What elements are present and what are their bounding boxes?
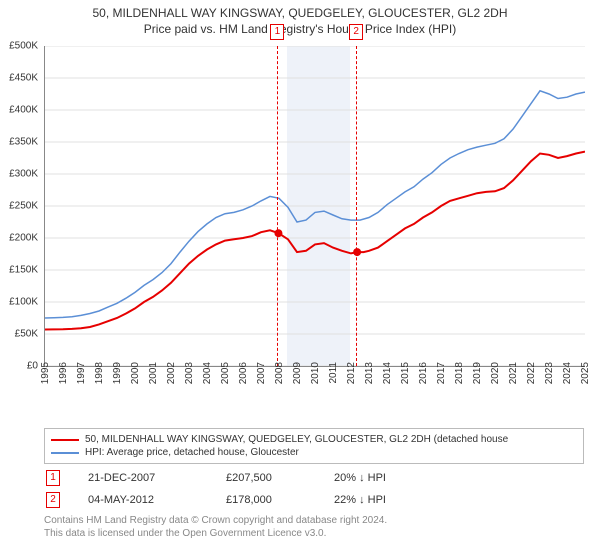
x-axis-labels: 1995199619971998199920002001200220032004… [44,366,584,426]
y-tick-label: £200K [9,233,38,244]
x-tick-label: 2016 [418,362,429,392]
x-tick-label: 2005 [220,362,231,392]
x-tick-label: 2000 [130,362,141,392]
x-tick-label: 2015 [400,362,411,392]
x-tick-label: 2024 [562,362,573,392]
chart-vline [277,46,278,366]
legend-swatch [51,439,79,441]
x-tick-label: 2003 [184,362,195,392]
sale-price: £207,500 [226,472,306,484]
x-tick-label: 2022 [526,362,537,392]
chart-marker: 2 [349,24,363,40]
sale-delta: 20% ↓ HPI [334,472,386,484]
sale-row: 1 21-DEC-2007 £207,500 20% ↓ HPI [44,470,584,486]
x-tick-label: 2020 [490,362,501,392]
y-tick-label: £400K [9,105,38,116]
x-tick-label: 2002 [166,362,177,392]
sale-marker: 1 [46,470,60,486]
legend-swatch [51,452,79,454]
legend-label: HPI: Average price, detached house, Glou… [85,447,299,458]
x-tick-label: 2009 [292,362,303,392]
x-tick-label: 2010 [310,362,321,392]
x-tick-label: 2014 [382,362,393,392]
legend-item: 50, MILDENHALL WAY KINGSWAY, QUEDGELEY, … [51,433,577,446]
x-tick-label: 1999 [112,362,123,392]
y-tick-label: £500K [9,41,38,52]
price-chart: 12 £0£50K£100K£150K£200K£250K£300K£350K£… [44,46,584,384]
x-tick-label: 2007 [256,362,267,392]
title-address: 50, MILDENHALL WAY KINGSWAY, QUEDGELEY, … [0,6,600,20]
legend: 50, MILDENHALL WAY KINGSWAY, QUEDGELEY, … [44,428,584,464]
x-tick-label: 1996 [58,362,69,392]
sale-marker: 2 [46,492,60,508]
y-tick-label: £350K [9,137,38,148]
x-tick-label: 2001 [148,362,159,392]
x-tick-label: 1998 [94,362,105,392]
sale-row: 2 04-MAY-2012 £178,000 22% ↓ HPI [44,492,584,508]
y-tick-label: £50K [15,329,38,340]
x-tick-label: 2017 [436,362,447,392]
y-axis-labels: £0£50K£100K£150K£200K£250K£300K£350K£400… [0,46,40,366]
footer-line1: Contains HM Land Registry data © Crown c… [44,514,584,527]
sale-date: 04-MAY-2012 [88,494,198,506]
x-tick-label: 2023 [544,362,555,392]
x-tick-label: 2019 [472,362,483,392]
sale-date: 21-DEC-2007 [88,472,198,484]
footer: Contains HM Land Registry data © Crown c… [44,514,584,540]
chart-vline [356,46,357,366]
y-tick-label: £0 [27,361,38,372]
legend-label: 50, MILDENHALL WAY KINGSWAY, QUEDGELEY, … [85,434,508,445]
x-tick-label: 2011 [328,362,339,392]
y-tick-label: £150K [9,265,38,276]
x-tick-label: 1997 [76,362,87,392]
chart-svg [45,46,585,366]
footer-line2: This data is licensed under the Open Gov… [44,527,584,540]
y-tick-label: £250K [9,201,38,212]
chart-marker: 1 [270,24,284,40]
x-tick-label: 2006 [238,362,249,392]
y-tick-label: £300K [9,169,38,180]
title-subtitle: Price paid vs. HM Land Registry's House … [0,22,600,36]
sale-price: £178,000 [226,494,306,506]
x-tick-label: 2008 [274,362,285,392]
x-tick-label: 2025 [580,362,591,392]
legend-item: HPI: Average price, detached house, Glou… [51,446,577,459]
plot-area [44,46,585,367]
x-tick-label: 2012 [346,362,357,392]
x-tick-label: 2013 [364,362,375,392]
y-tick-label: £100K [9,297,38,308]
y-tick-label: £450K [9,73,38,84]
sale-delta: 22% ↓ HPI [334,494,386,506]
x-tick-label: 1995 [40,362,51,392]
x-tick-label: 2021 [508,362,519,392]
x-tick-label: 2018 [454,362,465,392]
x-tick-label: 2004 [202,362,213,392]
